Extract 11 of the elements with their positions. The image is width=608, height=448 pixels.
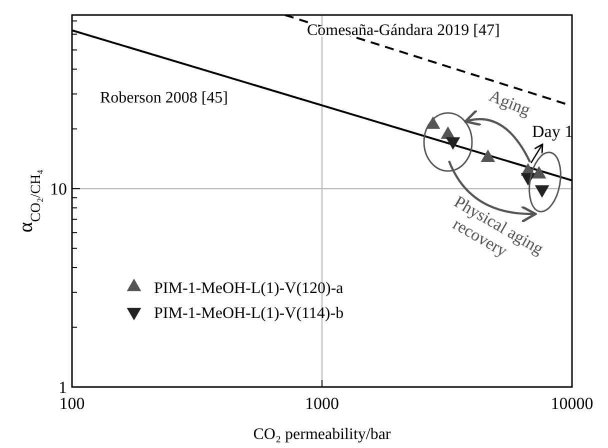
series-label: Roberson 2008 [45] <box>100 89 228 106</box>
x-axis-title: CO₂ permeability/bar <box>253 426 392 443</box>
x-tick-label: 100 <box>59 394 85 413</box>
legend-label: PIM-1-MeOH-L(1)-V(120)-a <box>154 280 344 297</box>
x-tick-label: 1000 <box>305 394 339 413</box>
x-tick-label: 10000 <box>550 394 594 413</box>
y-tick-label: 10 <box>50 180 67 199</box>
annotation: Day 1 <box>532 122 574 141</box>
legend-label: PIM-1-MeOH-L(1)-V(114)-b <box>154 305 344 322</box>
annotation: Aging <box>486 86 534 120</box>
y-tick-label: 1 <box>58 378 67 397</box>
